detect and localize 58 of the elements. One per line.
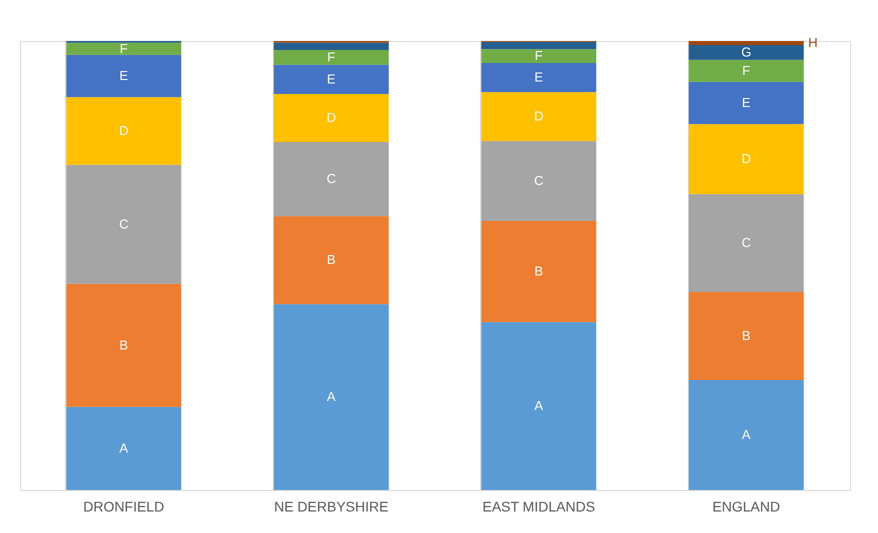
bar (66, 97, 182, 165)
x-tick-label: ENGLAND (712, 498, 780, 514)
series-label: F (534, 48, 543, 64)
bar (481, 221, 596, 322)
x-tick-label: NE DERBYSHIRE (274, 498, 388, 514)
series-label: G (741, 44, 752, 60)
bar (66, 42, 182, 55)
text: C (742, 235, 751, 250)
bar (481, 322, 596, 490)
bar (66, 54, 182, 98)
bar (481, 92, 596, 142)
text: C (119, 216, 128, 232)
bar (688, 194, 804, 292)
bar (481, 42, 596, 50)
bar (274, 64, 389, 94)
bar (274, 94, 389, 142)
bar (688, 41, 804, 46)
text: F (742, 62, 750, 78)
bar (688, 292, 804, 380)
text: D (742, 151, 751, 166)
x-tick-label: EAST MIDLANDS (482, 498, 596, 514)
bar (481, 49, 596, 63)
bar (688, 45, 804, 60)
bar (66, 406, 182, 490)
text: E (534, 70, 544, 85)
bar (688, 60, 804, 82)
series-label: C (326, 171, 336, 186)
bar (274, 42, 389, 50)
text: F (120, 40, 128, 56)
text: A (534, 398, 544, 414)
series-label: D (326, 110, 336, 126)
bar (274, 50, 389, 65)
text: E (742, 94, 751, 110)
text: B (119, 337, 128, 352)
text: D (119, 123, 128, 138)
text: F (327, 49, 336, 64)
series-label: B (326, 252, 336, 268)
bar (688, 380, 804, 490)
bar (274, 304, 389, 490)
series-label: E (326, 71, 336, 86)
text: D (534, 108, 544, 124)
text: B (742, 328, 751, 343)
bar (66, 164, 182, 284)
text: B (534, 264, 544, 279)
text: E (119, 68, 128, 84)
series-label: H (808, 35, 818, 50)
bar (66, 284, 182, 407)
bar (688, 124, 804, 194)
bar (274, 216, 389, 304)
text: C (534, 173, 544, 188)
bar (481, 141, 596, 222)
text: A (742, 426, 751, 442)
bar (688, 82, 804, 124)
bar (274, 142, 389, 216)
bar (481, 63, 596, 92)
series-label: A (119, 440, 128, 456)
text: A (326, 389, 336, 404)
x-tick-label: DRONFIELD (83, 498, 164, 514)
